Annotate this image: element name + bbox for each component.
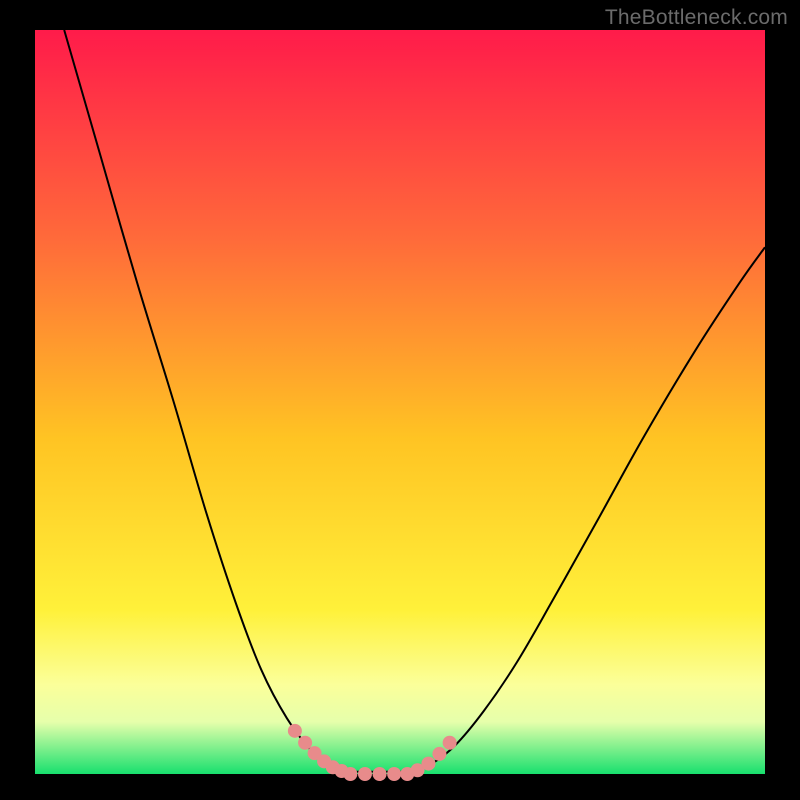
watermark-label: TheBottleneck.com bbox=[605, 6, 788, 30]
chart-frame: TheBottleneck.com bbox=[0, 0, 800, 800]
plot-area bbox=[35, 30, 765, 774]
